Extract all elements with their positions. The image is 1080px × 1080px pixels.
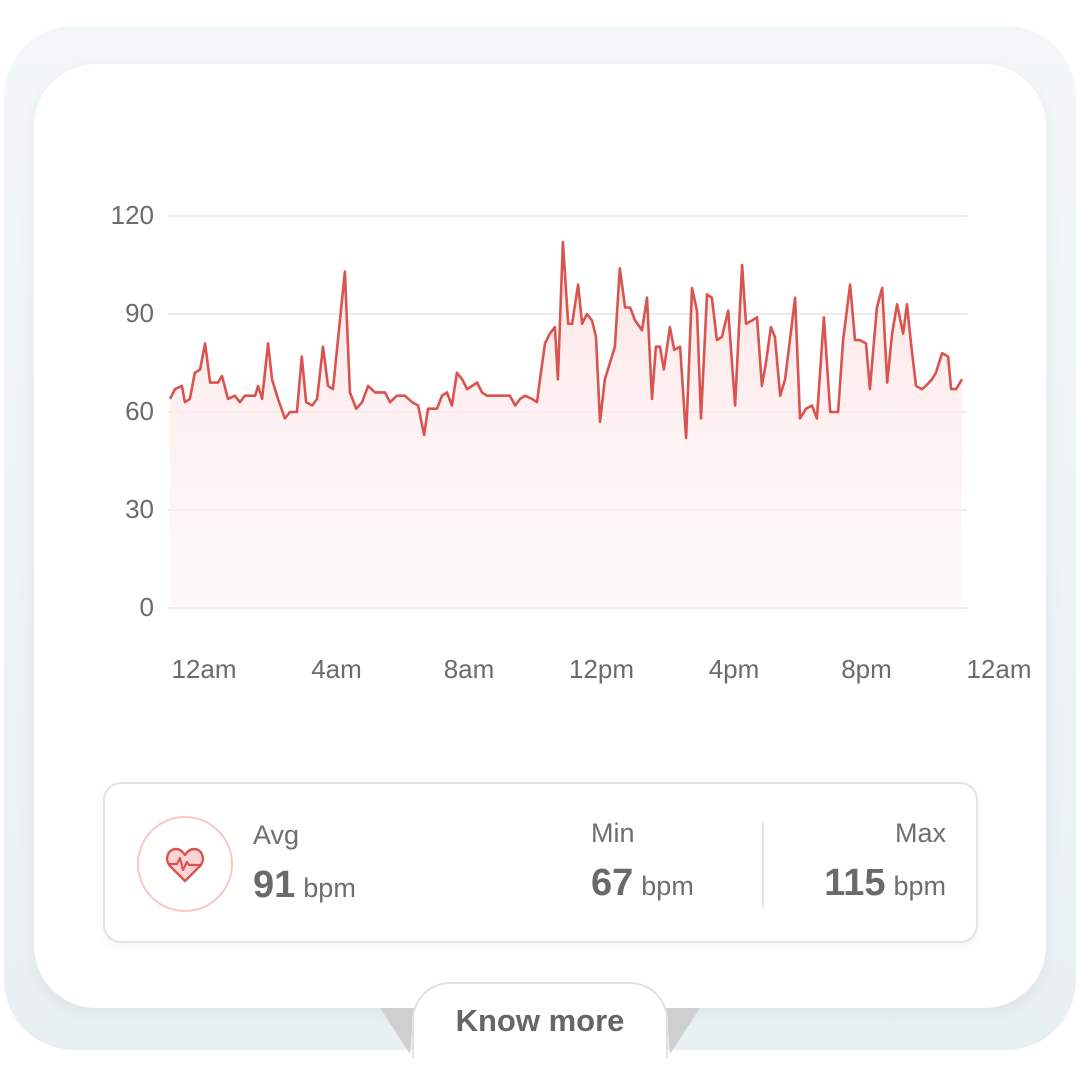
stats-divider bbox=[762, 822, 764, 908]
y-tick-label: 90 bbox=[125, 298, 154, 328]
max-number: 115 bbox=[824, 862, 886, 904]
min-number: 67 bbox=[591, 862, 634, 904]
x-tick-label: 12am bbox=[966, 654, 1032, 684]
min-unit: bpm bbox=[641, 871, 694, 901]
min-value: 67 bpm bbox=[591, 862, 694, 905]
x-tick-label: 12am bbox=[171, 654, 237, 684]
heart-rate-line bbox=[168, 240, 964, 440]
x-tick-label: 12pm bbox=[568, 654, 635, 684]
tab-fold-right bbox=[666, 1008, 700, 1054]
heart-rate-icon bbox=[165, 847, 205, 883]
y-tick-label: 0 bbox=[139, 592, 154, 622]
y-tick-label: 60 bbox=[125, 396, 154, 426]
max-unit: bpm bbox=[893, 871, 946, 901]
max-value: 115 bpm bbox=[824, 862, 946, 905]
tab-fold-left bbox=[380, 1008, 414, 1054]
stats-panel: Avg 91 bpm Min 67 bpm Max 115 bpm bbox=[103, 782, 978, 943]
y-tick-label: 30 bbox=[125, 494, 154, 524]
max-label: Max bbox=[894, 818, 946, 848]
y-tick-label: 120 bbox=[110, 200, 154, 230]
avg-value: 91 bpm bbox=[253, 864, 356, 907]
x-tick-label: 8pm bbox=[841, 654, 892, 684]
min-label: Min bbox=[591, 818, 635, 848]
avg-label: Avg bbox=[253, 820, 300, 850]
x-tick-label: 8am bbox=[443, 654, 495, 684]
chart-area-fill bbox=[170, 242, 963, 608]
x-tick-label: 4am bbox=[311, 654, 362, 684]
x-tick-label: 4pm bbox=[708, 654, 760, 684]
avg-unit: bpm bbox=[303, 873, 356, 903]
heart-rate-icon-badge bbox=[137, 816, 233, 912]
know-more-button[interactable]: Know more bbox=[412, 982, 668, 1058]
avg-number: 91 bbox=[253, 864, 296, 906]
